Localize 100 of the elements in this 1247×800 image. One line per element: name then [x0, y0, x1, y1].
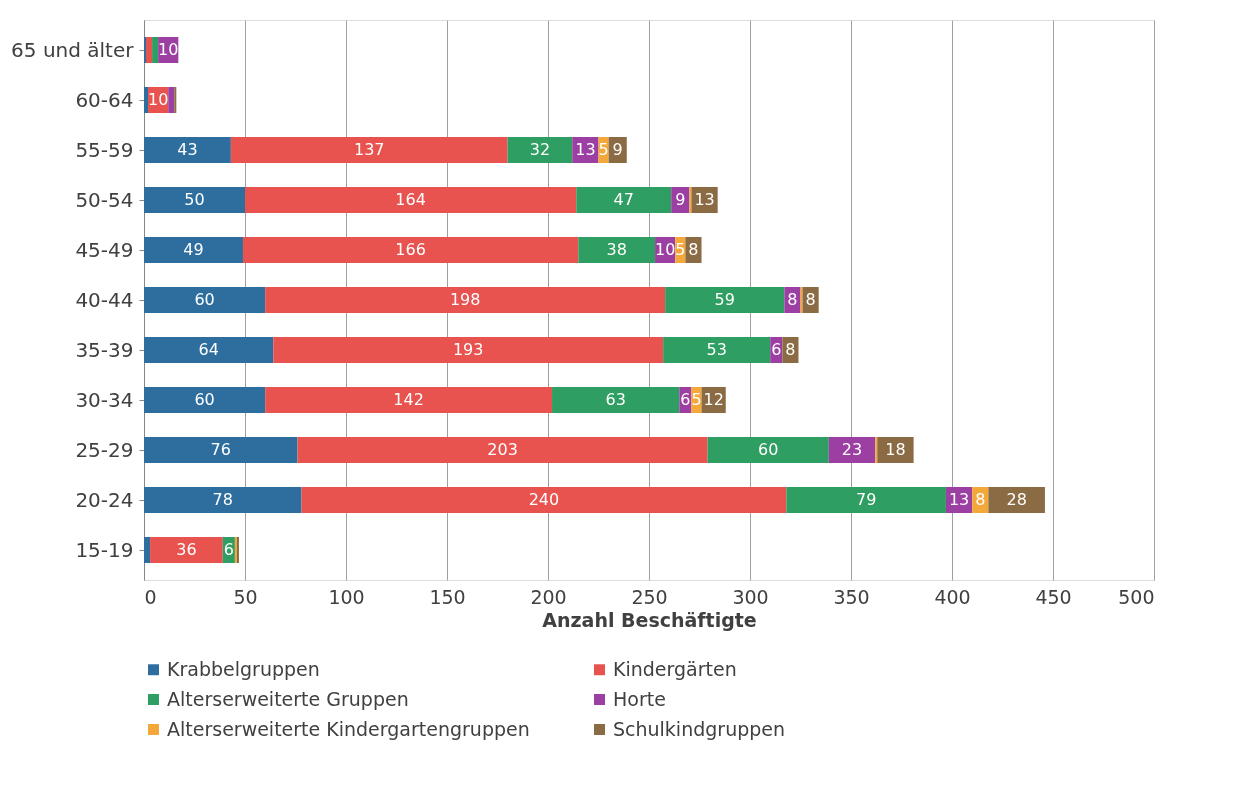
bar: [578, 237, 656, 263]
data-label: 50: [184, 190, 205, 209]
bar: [689, 187, 692, 213]
data-label: 47: [613, 190, 634, 209]
y-tick-label: 55-59: [75, 137, 134, 162]
bar: [576, 187, 672, 213]
data-label: 13: [575, 140, 596, 159]
data-label: 59: [714, 290, 735, 309]
bar: [507, 137, 573, 163]
data-label: 8: [688, 240, 699, 259]
bar: [663, 337, 771, 363]
x-tick-label: 50: [233, 585, 258, 608]
y-tick-label: 60-64: [75, 87, 134, 112]
data-label: 28: [1006, 490, 1027, 509]
bar: [144, 237, 243, 263]
data-label: 60: [758, 440, 779, 459]
data-label: 10: [147, 90, 169, 109]
data-label: 78: [212, 490, 233, 509]
legend-label: Alterserweiterte Gruppen: [167, 687, 409, 710]
bar: [786, 487, 946, 513]
legend-label: Krabbelgruppen: [167, 657, 320, 680]
data-label: 8: [805, 290, 816, 309]
x-tick-label: 400: [934, 585, 971, 608]
bar: [297, 437, 708, 463]
bar: [144, 137, 231, 163]
y-tick-label: 25-29: [75, 437, 134, 462]
bar: [144, 87, 149, 113]
x-tick-label: 500: [1118, 585, 1155, 608]
data-label: 203: [487, 440, 518, 459]
bar: [144, 337, 274, 363]
data-label: 49: [183, 240, 204, 259]
legend-label: Schulkindgruppen: [613, 717, 786, 740]
data-label: 137: [353, 140, 385, 159]
bar: [707, 437, 829, 463]
data-label: 60: [194, 290, 215, 309]
bar: [144, 537, 151, 563]
data-label: 166: [395, 240, 426, 259]
bar: [150, 537, 223, 563]
data-label: 9: [612, 140, 623, 159]
data-label: 240: [528, 490, 560, 509]
bar: [665, 287, 785, 313]
y-tick-label: 15-19: [75, 537, 134, 562]
x-tick-label: 250: [631, 585, 668, 608]
data-label: 164: [395, 190, 426, 209]
bar: [152, 37, 159, 63]
data-label: 5: [598, 140, 609, 159]
bar: [146, 37, 153, 63]
bar: [242, 237, 579, 263]
bar: [144, 387, 266, 413]
data-label: 8: [787, 290, 798, 309]
bar: [988, 487, 1045, 513]
data-label: 53: [706, 340, 727, 359]
bar: [144, 487, 302, 513]
legend-label: Alterserweiterte Kindergartengruppen: [167, 717, 530, 740]
data-label: 5: [675, 240, 686, 259]
bar: [144, 187, 245, 213]
data-label: 43: [177, 140, 198, 159]
data-label: 38: [606, 240, 627, 259]
y-tick-label: 65 und älter: [11, 37, 135, 62]
data-label: 13: [694, 190, 715, 209]
data-label: 142: [393, 390, 424, 409]
x-tick-label: 300: [732, 585, 769, 608]
x-tick-label: 200: [530, 585, 567, 608]
bar: [174, 87, 177, 113]
data-label: 23: [841, 440, 863, 459]
x-axis-title: Anzahl Beschäftigte: [542, 608, 757, 631]
data-label: 198: [449, 290, 481, 309]
data-label: 10: [158, 40, 179, 59]
data-label: 79: [855, 490, 877, 509]
bar: [265, 387, 553, 413]
data-label: 6: [223, 540, 234, 559]
bar: [273, 337, 664, 363]
bar: [301, 487, 787, 513]
y-tick-label: 35-39: [75, 337, 134, 362]
data-label: 60: [194, 390, 215, 409]
data-label: 64: [198, 340, 219, 359]
x-tick-label: 0: [144, 585, 157, 608]
bar: [168, 87, 175, 113]
data-label: 193: [452, 340, 484, 359]
data-label: 36: [176, 540, 197, 559]
data-label: 76: [210, 440, 231, 459]
y-tick-label: 50-54: [75, 187, 134, 212]
data-label: 13: [948, 490, 970, 509]
bar: [552, 387, 680, 413]
data-label: 6: [771, 340, 782, 359]
bar: [144, 37, 147, 63]
bar: [245, 187, 577, 213]
bar: [875, 437, 878, 463]
y-tick-label: 40-44: [75, 287, 134, 312]
y-tick-label: 20-24: [75, 487, 134, 512]
data-label: 63: [605, 390, 626, 409]
bar: [265, 287, 666, 313]
x-tick-label: 350: [833, 585, 870, 608]
data-label: 10: [654, 240, 676, 259]
bar: [230, 137, 508, 163]
y-tick-label: 30-34: [75, 387, 134, 412]
bar: [144, 287, 266, 313]
x-tick-label: 100: [328, 585, 365, 608]
data-label: 9: [675, 190, 686, 209]
data-label: 32: [529, 140, 551, 159]
